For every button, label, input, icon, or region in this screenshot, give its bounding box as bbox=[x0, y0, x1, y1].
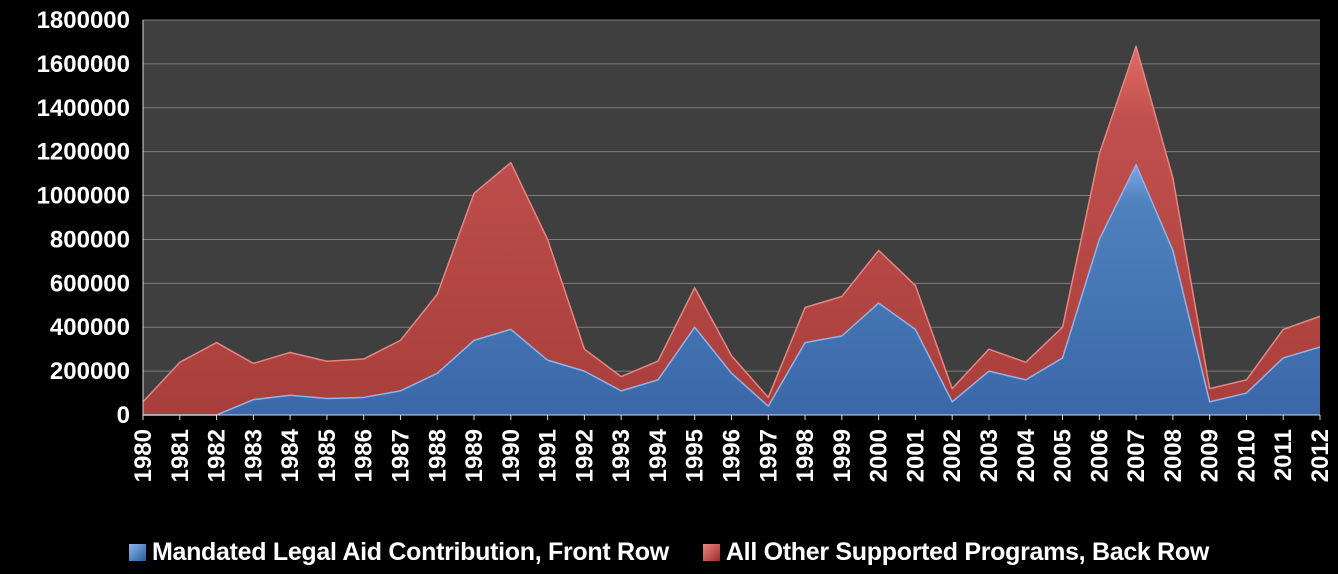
x-tick-label-2005: 2005 bbox=[1050, 429, 1077, 482]
x-tick-label-2000: 2000 bbox=[866, 429, 893, 482]
x-tick-label-1982: 1982 bbox=[204, 429, 231, 482]
legend-item-mandated: Mandated Legal Aid Contribution, Front R… bbox=[128, 538, 669, 567]
legend-label-mandated: Mandated Legal Aid Contribution, Front R… bbox=[151, 538, 669, 566]
x-tick-label-1993: 1993 bbox=[608, 429, 635, 482]
x-tick-label-1994: 1994 bbox=[645, 428, 672, 482]
x-tick-label-1983: 1983 bbox=[240, 429, 267, 482]
x-tick-label-1998: 1998 bbox=[792, 429, 819, 482]
x-tick-label-1996: 1996 bbox=[719, 429, 746, 482]
series-0 bbox=[143, 164, 1321, 416]
series-edge-1 bbox=[142, 45, 1321, 403]
y-tick-label-1: 200000 bbox=[50, 358, 130, 385]
x-tick-label-2002: 2002 bbox=[939, 429, 966, 482]
x-tick-label-1995: 1995 bbox=[682, 429, 709, 482]
x-tick-label-1989: 1989 bbox=[461, 429, 488, 482]
y-tick-label-6: 1200000 bbox=[37, 139, 130, 166]
x-tick-label-1991: 1991 bbox=[535, 429, 562, 482]
y-tick-label-9: 1800000 bbox=[37, 7, 130, 34]
x-tick-label-1999: 1999 bbox=[829, 429, 856, 482]
y-tick-label-4: 800000 bbox=[50, 226, 130, 253]
legend: Mandated Legal Aid Contribution, Front R… bbox=[0, 538, 1338, 567]
legend-swatch-red bbox=[702, 544, 720, 561]
x-tick-label-1987: 1987 bbox=[387, 429, 414, 482]
legend-item-other: All Other Supported Programs, Back Row bbox=[702, 538, 1210, 567]
x-tick-label-2012: 2012 bbox=[1307, 429, 1334, 482]
series-area-1 bbox=[143, 46, 1320, 415]
y-tick-label-8: 1600000 bbox=[37, 51, 130, 78]
x-tick-label-2009: 2009 bbox=[1197, 429, 1224, 482]
y-tick-label-5: 1000000 bbox=[37, 183, 130, 210]
series-area-0 bbox=[143, 164, 1320, 415]
x-tick-label-1981: 1981 bbox=[167, 429, 194, 482]
x-tick-label-2008: 2008 bbox=[1160, 429, 1187, 482]
x-tick-label-1992: 1992 bbox=[571, 429, 598, 482]
x-tick-label-1984: 1984 bbox=[277, 428, 304, 482]
y-tick-label-3: 600000 bbox=[50, 270, 130, 297]
y-tick-label-7: 1400000 bbox=[37, 95, 130, 122]
y-tick-label-2: 400000 bbox=[50, 314, 130, 341]
x-tick-label-1985: 1985 bbox=[314, 429, 341, 482]
x-tick-label-2003: 2003 bbox=[976, 429, 1003, 482]
x-tick-label-1997: 1997 bbox=[755, 429, 782, 482]
x-tick-label-2004: 2004 bbox=[1013, 428, 1040, 482]
x-tick-label-1988: 1988 bbox=[424, 429, 451, 482]
legend-swatch-blue bbox=[128, 544, 146, 561]
x-tick-label-1986: 1986 bbox=[351, 429, 378, 482]
x-tick-label-2006: 2006 bbox=[1086, 429, 1113, 482]
x-tick-label-2011: 2011 bbox=[1270, 429, 1297, 481]
x-tick-label-2001: 2001 bbox=[902, 429, 929, 482]
x-tick-label-1980: 1980 bbox=[130, 429, 157, 482]
x-tick-label-2010: 2010 bbox=[1233, 429, 1260, 482]
series-1 bbox=[142, 45, 1321, 415]
x-tick-label-1990: 1990 bbox=[498, 429, 525, 482]
series-edge-0 bbox=[143, 164, 1321, 416]
y-tick-label-0: 0 bbox=[117, 402, 130, 429]
legend-label-other: All Other Supported Programs, Back Row bbox=[725, 538, 1210, 566]
x-tick-label-2007: 2007 bbox=[1123, 429, 1150, 482]
